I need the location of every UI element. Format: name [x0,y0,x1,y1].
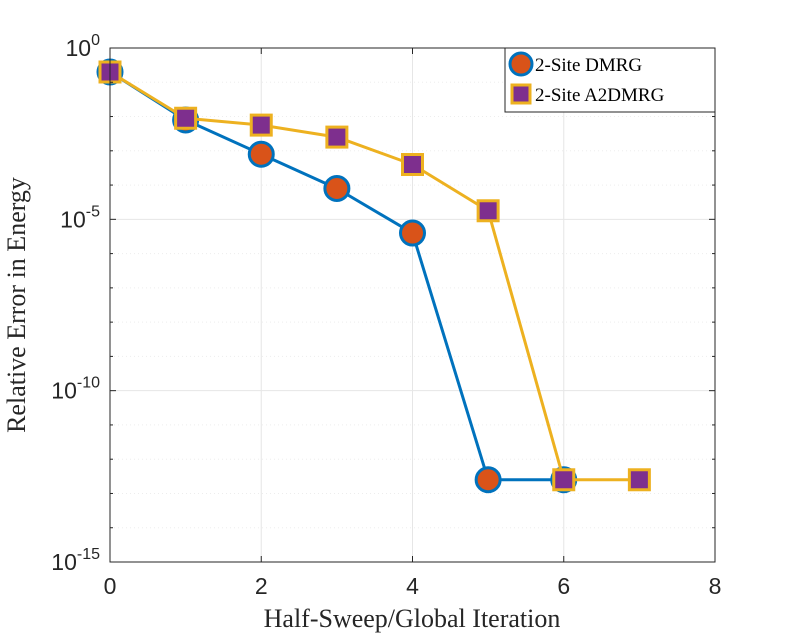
x-tick-label: 4 [406,573,419,599]
data-point-a2dmrg [401,153,424,177]
tick-labels: 0 2 4 6 8 100 10-5 10-10 10-15 [51,32,721,599]
data-point-a2dmrg [476,199,500,223]
legend-box [504,47,716,113]
y-tick-label: 10-10 [51,375,100,404]
y-tick-label: 10-5 [60,203,100,232]
data-point-a2dmrg [174,106,198,130]
series [96,58,651,494]
legend: 2-Site DMRG 2-Site A2DMRG [504,47,716,113]
y-tick-label: 100 [66,32,101,61]
x-tick-label: 8 [709,573,722,599]
x-tick-label: 6 [557,573,570,599]
legend-marker-dmrg [508,51,534,77]
ticks [109,47,716,563]
data-point-a2dmrg [552,468,576,492]
x-axis-title: Half-Sweep/Global Iteration [264,604,561,633]
y-tick-label: 10-15 [51,546,100,575]
data-point-dmrg [247,140,275,168]
data-point-a2dmrg [249,113,273,137]
y-axis-title: Relative Error in Energy [2,177,31,433]
data-point-dmrg [399,219,426,247]
data-point-dmrg [474,466,502,494]
data-point-dmrg [323,174,351,202]
data-point-a2dmrg [627,468,651,492]
legend-marker-a2dmrg [510,83,532,105]
grid [109,47,716,563]
series-line-a2dmrg [109,70,640,482]
legend-label-a2dmrg: 2-Site A2DMRG [535,85,665,106]
x-tick-label: 2 [255,573,268,599]
data-point-a2dmrg [325,125,349,149]
x-tick-label: 0 [104,573,117,599]
legend-label-dmrg: 2-Site DMRG [535,55,642,76]
